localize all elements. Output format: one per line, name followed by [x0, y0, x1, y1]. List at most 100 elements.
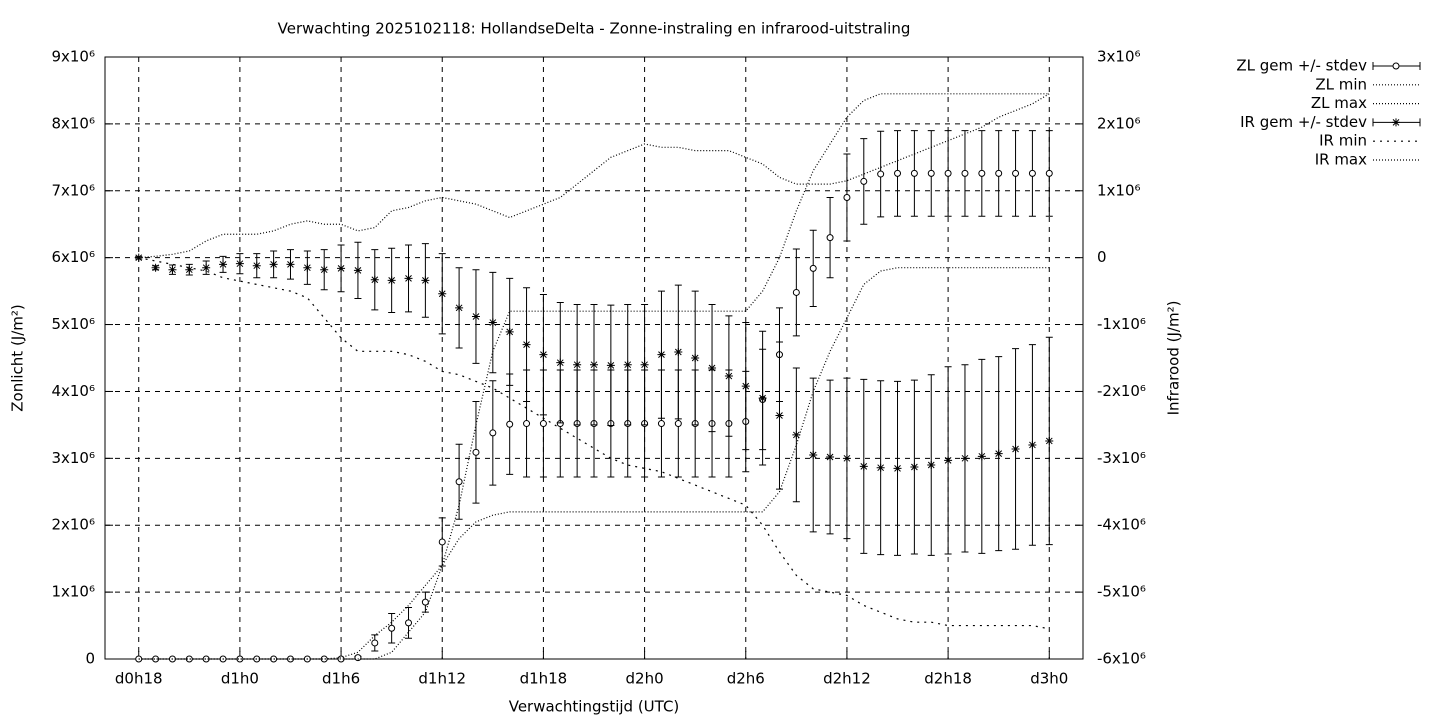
point — [421, 598, 429, 606]
y-tick-label: 8x10⁶ — [51, 114, 95, 132]
y2-axis-label: Infrarood (J/m²) — [1165, 301, 1183, 416]
point — [337, 655, 345, 663]
point — [219, 260, 228, 269]
point — [236, 655, 244, 663]
y2-tick-label: -1x10⁶ — [1097, 315, 1146, 333]
point — [960, 454, 969, 463]
line — [138, 257, 1050, 630]
point — [370, 275, 379, 284]
point — [893, 464, 902, 473]
x-tick-label: d3h0 — [1030, 670, 1068, 688]
point — [253, 655, 261, 663]
point — [489, 429, 497, 437]
x-tick-label: d1h0 — [221, 670, 259, 688]
y-tick-label: 4x10⁶ — [51, 382, 95, 400]
point — [724, 372, 733, 381]
point — [185, 265, 194, 274]
chart-title: Verwachting 2025102118: HollandseDelta -… — [278, 20, 911, 38]
point — [471, 312, 480, 321]
point — [573, 360, 582, 369]
y2-tick-label: 1x10⁶ — [1097, 181, 1141, 199]
point — [674, 347, 683, 356]
point — [826, 452, 835, 461]
x-tick-label: d2h6 — [727, 670, 765, 688]
point — [606, 361, 615, 370]
x-tick-label: d1h18 — [520, 670, 568, 688]
point — [657, 420, 665, 428]
legend-marker — [1392, 62, 1400, 70]
point — [961, 169, 969, 177]
x-tick-label: d2h18 — [924, 670, 972, 688]
point — [539, 420, 547, 428]
y-tick-label: 9x10⁶ — [51, 48, 95, 66]
point — [809, 264, 817, 272]
legend-label: ZL max — [1311, 94, 1367, 112]
point — [320, 655, 328, 663]
point — [944, 169, 952, 177]
point — [894, 169, 902, 177]
legend-label: IR gem +/- stdev — [1240, 113, 1367, 131]
y-tick-label: 5x10⁶ — [51, 315, 95, 333]
point — [455, 478, 463, 486]
point — [927, 169, 935, 177]
point — [337, 264, 346, 273]
x-axis-label: Verwachtingstijd (UTC) — [509, 698, 680, 716]
point — [978, 169, 986, 177]
point — [826, 234, 834, 242]
y2-tick-label: -3x10⁶ — [1097, 449, 1146, 467]
point — [168, 265, 177, 274]
y-tick-label: 3x10⁶ — [51, 449, 95, 467]
x-tick-label: d2h12 — [823, 670, 871, 688]
point — [151, 263, 160, 272]
point — [809, 450, 818, 459]
point — [286, 655, 294, 663]
y-tick-label: 2x10⁶ — [51, 516, 95, 534]
point — [877, 170, 885, 178]
point — [1012, 169, 1020, 177]
y-tick-label: 6x10⁶ — [51, 248, 95, 266]
point — [269, 260, 278, 269]
point — [252, 261, 261, 270]
point — [876, 463, 885, 472]
y2-tick-label: -4x10⁶ — [1097, 516, 1146, 534]
y-tick-label: 1x10⁶ — [51, 583, 95, 601]
point — [1011, 444, 1020, 453]
point — [134, 253, 143, 262]
point — [708, 364, 717, 373]
point — [843, 193, 851, 201]
y2-tick-label: -2x10⁶ — [1097, 382, 1146, 400]
legend-label: ZL min — [1315, 75, 1367, 93]
point — [152, 655, 160, 663]
point — [842, 454, 851, 463]
point — [792, 430, 801, 439]
x-tick-label: d1h12 — [418, 670, 466, 688]
point — [539, 350, 548, 359]
point — [859, 462, 868, 471]
point — [472, 448, 480, 456]
y-tick-label: 7x10⁶ — [51, 181, 95, 199]
point — [910, 169, 918, 177]
line — [138, 267, 1050, 660]
point — [657, 350, 666, 359]
point — [640, 360, 649, 369]
point — [455, 303, 464, 312]
x-tick-label: d1h6 — [322, 670, 360, 688]
y2-tick-label: -5x10⁶ — [1097, 583, 1146, 601]
point — [506, 420, 514, 428]
point — [488, 318, 497, 327]
point — [371, 639, 379, 647]
point — [1028, 440, 1037, 449]
point — [387, 276, 396, 285]
point — [235, 259, 244, 268]
legend-marker — [1392, 118, 1400, 127]
point — [1045, 436, 1054, 445]
y2-tick-label: 3x10⁶ — [1097, 48, 1141, 66]
point — [977, 452, 986, 461]
point — [286, 260, 295, 269]
point — [860, 177, 868, 185]
point — [1028, 169, 1036, 177]
y-axis-label: Zonlicht (J/m²) — [9, 304, 27, 412]
point — [270, 655, 278, 663]
point — [320, 265, 329, 274]
